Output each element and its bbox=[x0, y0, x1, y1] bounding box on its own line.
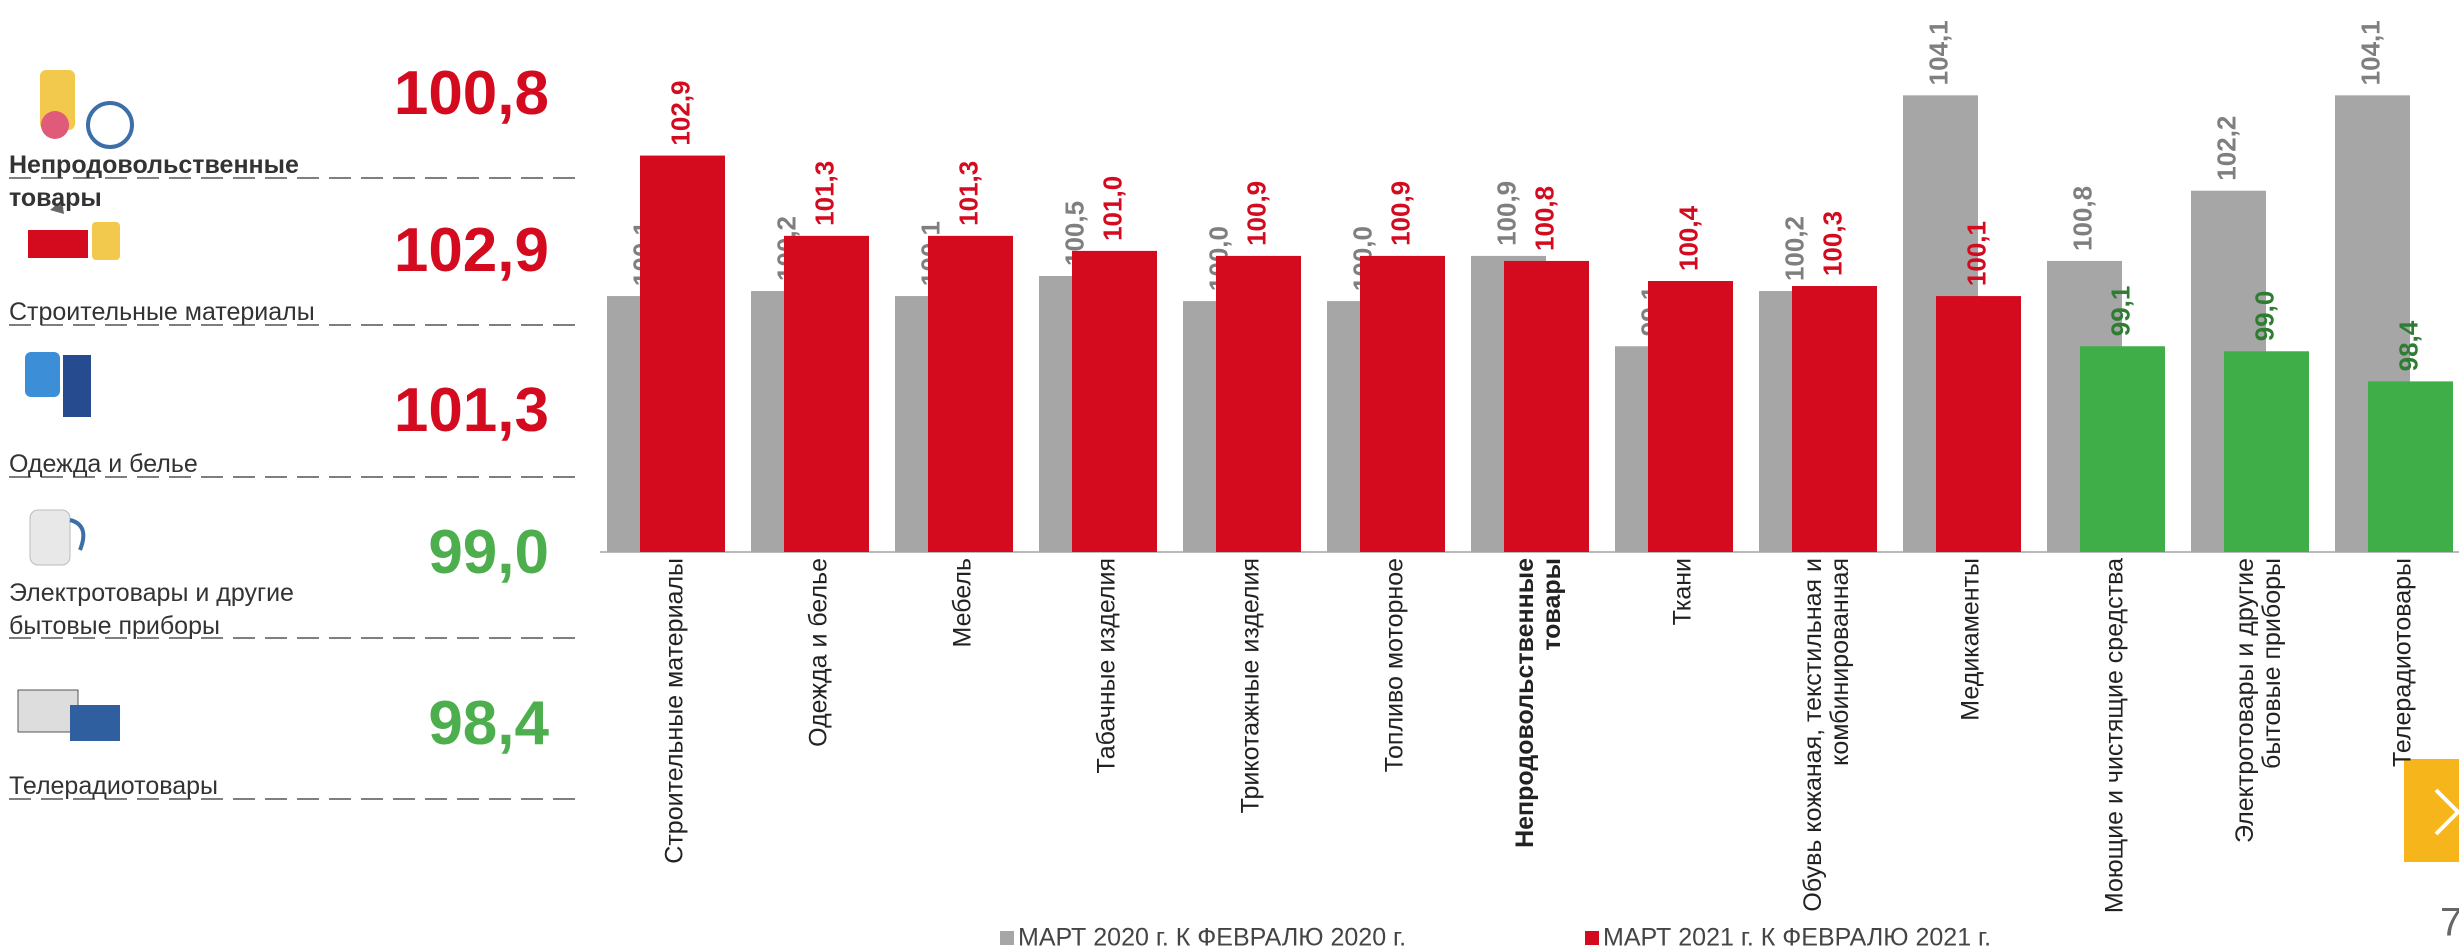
summary-label: Непродовольственные товары bbox=[9, 149, 349, 215]
value-label: 104,1 bbox=[1923, 20, 1953, 85]
value-label: 100,8 bbox=[1529, 186, 1559, 251]
x-tick-label: Обувь кожаная, текстильная и комбинирова… bbox=[1800, 558, 1854, 928]
bar bbox=[2368, 381, 2453, 552]
bar bbox=[2080, 346, 2165, 552]
summary-label: Одежда и белье bbox=[9, 448, 349, 481]
x-tick-label: Непродовольственные товары bbox=[1512, 558, 1566, 928]
value-label: 102,9 bbox=[665, 80, 695, 145]
summary-label: Электротовары и другие бытовые приборы bbox=[9, 577, 349, 643]
x-tick-label: Моющие и чистящие средства bbox=[2102, 558, 2129, 928]
bar bbox=[1936, 296, 2021, 552]
value-label: 101,3 bbox=[809, 161, 839, 226]
bar bbox=[1072, 251, 1157, 552]
value-label: 100,4 bbox=[1673, 205, 1703, 271]
value-label: 101,0 bbox=[1097, 176, 1127, 241]
value-label: 101,3 bbox=[953, 161, 983, 226]
legend-label: МАРТ 2021 г. К ФЕВРАЛЮ 2021 г. bbox=[1603, 924, 1991, 952]
value-label: 100,9 bbox=[1491, 181, 1521, 246]
bar bbox=[1792, 286, 1877, 552]
x-tick-label: Одежда и белье bbox=[806, 558, 833, 928]
summary-label: Телерадиотовары bbox=[9, 770, 349, 803]
bar bbox=[2224, 351, 2309, 552]
icon-clothing bbox=[25, 352, 91, 417]
bar bbox=[1648, 281, 1733, 552]
value-label: 100,3 bbox=[1817, 211, 1847, 276]
value-label: 102,2 bbox=[2211, 116, 2241, 181]
x-tick-label: Табачные изделия bbox=[1094, 558, 1121, 928]
bar bbox=[1216, 256, 1301, 552]
icon-tv bbox=[18, 690, 120, 741]
icon-clothes bbox=[40, 70, 132, 147]
x-tick-label: Телерадиотовары bbox=[2390, 558, 2417, 928]
value-label: 100,1 bbox=[1961, 221, 1991, 286]
value-label: 104,1 bbox=[2355, 20, 2385, 85]
value-label: 99,1 bbox=[2105, 286, 2135, 337]
value-label: 98,4 bbox=[2393, 320, 2423, 371]
bar bbox=[1360, 256, 1445, 552]
summary-value: 99,0 bbox=[428, 517, 549, 588]
summary-value: 100,8 bbox=[394, 58, 549, 129]
bar bbox=[640, 156, 725, 552]
summary-value: 101,3 bbox=[394, 375, 549, 446]
bar bbox=[1504, 261, 1589, 552]
slide: 100,1102,9100,2101,3100,1101,3100,5101,0… bbox=[0, 0, 2459, 952]
x-tick-label: Топливо моторное bbox=[1382, 558, 1409, 928]
x-tick-label: Ткани bbox=[1670, 558, 1697, 928]
summary-value: 98,4 bbox=[428, 688, 549, 759]
chart: 100,1102,9100,2101,3100,1101,3100,5101,0… bbox=[0, 0, 2459, 952]
x-tick-label: Строительные материалы bbox=[662, 558, 689, 928]
value-label: 100,9 bbox=[1241, 181, 1271, 246]
page-number: 7 bbox=[2440, 901, 2459, 945]
value-label: 99,0 bbox=[2249, 291, 2279, 342]
legend-label: МАРТ 2020 г. К ФЕВРАЛЮ 2020 г. bbox=[1018, 924, 1406, 952]
x-tick-label: Медикаменты bbox=[1958, 558, 1985, 928]
x-tick-label: Мебель bbox=[950, 558, 977, 928]
value-label: 100,9 bbox=[1385, 181, 1415, 246]
bar bbox=[784, 236, 869, 552]
bar bbox=[928, 236, 1013, 552]
value-label: 100,2 bbox=[1779, 216, 1809, 281]
value-label: 100,8 bbox=[2067, 186, 2097, 251]
icon-kettle bbox=[30, 510, 83, 565]
legend-marker bbox=[1585, 931, 1599, 945]
summary-value: 102,9 bbox=[394, 215, 549, 286]
x-tick-label: Электротовары и другие бытовые приборы bbox=[2232, 558, 2286, 928]
legend-marker bbox=[1000, 931, 1014, 945]
x-tick-label: Трикотажные изделия bbox=[1238, 558, 1265, 928]
summary-label: Строительные материалы bbox=[9, 296, 349, 329]
